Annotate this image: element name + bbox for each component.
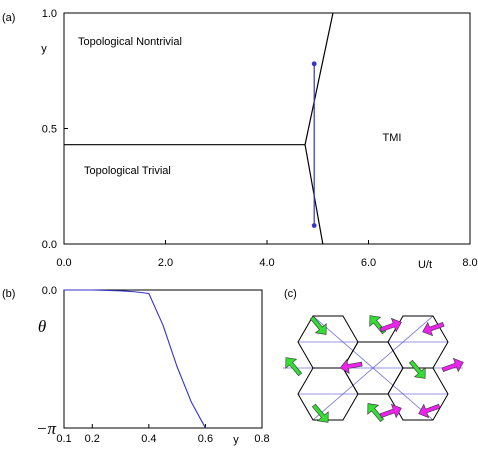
lattice-hexagon: [387, 367, 449, 421]
spin-arrow-shape: [339, 358, 363, 375]
theta-vs-y-line: [64, 289, 206, 429]
theta-y-tick-label: 0.0: [42, 285, 57, 297]
phase-x-tick-label: 2.0: [158, 257, 173, 269]
theta-x-tick-label: 0.4: [141, 433, 156, 445]
phase-x-tick-label: 8.0: [462, 257, 477, 269]
phase-diagram: y U/t Topological Nontrivial Topological…: [41, 8, 477, 271]
spin-arrow: [418, 403, 441, 419]
scan-line-marker: [311, 61, 317, 67]
theta-x-tick-label: 0.6: [198, 433, 213, 445]
phase-x-tick-label: 6.0: [361, 257, 376, 269]
spin-arrow: [339, 358, 363, 375]
spin-arrow: [369, 315, 387, 335]
spin-arrow: [422, 321, 445, 337]
spin-arrow-shape: [422, 321, 445, 337]
spin-arrow: [285, 357, 303, 377]
spin-arrow-shape: [309, 315, 327, 335]
panel-b-label: (b): [2, 288, 15, 300]
phase-y-tick-label: 1.0: [42, 8, 57, 20]
phase-x-tick-label: 4.0: [259, 257, 274, 269]
spin-arrow-shape: [311, 403, 329, 423]
spin-arrow-shape: [379, 403, 402, 419]
spin-arrow: [379, 403, 402, 419]
spin-arrow: [379, 317, 402, 333]
theta-plot: θ y 0.1 0.2 0.4 0.6 0.8 0.0 −π: [36, 285, 270, 446]
region-label-nontrivial: Topological Nontrivial: [78, 36, 182, 48]
phase-x-tick-label: 0.0: [56, 257, 71, 269]
lattice-diagram: [283, 315, 464, 423]
spin-arrow-shape: [285, 357, 303, 377]
spin-arrow: [311, 403, 329, 423]
region-label-trivial: Topological Trivial: [84, 165, 171, 177]
spin-arrow: [408, 359, 426, 379]
theta-plot-frame: [63, 289, 263, 429]
theta-plot-y-axis-label: θ: [38, 317, 46, 336]
phase-y-tick-label: 0.0: [42, 239, 57, 251]
spin-arrow-shape: [418, 403, 441, 419]
phase-y-tick-label: 0.5: [42, 124, 57, 136]
panel-c-label: (c): [284, 288, 297, 300]
theta-x-tick-label: 0.2: [85, 433, 100, 445]
scan-line-marker: [311, 223, 317, 228]
theta-x-tick-label: 0.1: [56, 433, 71, 445]
upper-boundary-line: [304, 12, 334, 145]
spin-arrow-shape: [441, 357, 464, 373]
spin-arrow-shape: [408, 359, 426, 379]
spin-arrow-shape: [367, 403, 385, 423]
region-label-tmi: TMI: [383, 132, 402, 144]
spin-arrow: [309, 315, 327, 335]
spin-arrow-shape: [379, 317, 402, 333]
spin-arrow: [367, 403, 385, 423]
phase-diagram-x-axis-label: U/t: [418, 259, 432, 271]
spin-arrow-shape: [369, 315, 387, 335]
theta-x-tick-label: 0.8: [254, 433, 269, 445]
theta-y-tick-label: −π: [36, 419, 56, 438]
spin-arrow: [441, 357, 464, 373]
theta-plot-x-axis-label: y: [233, 434, 239, 446]
phase-diagram-y-axis-label: y: [41, 43, 47, 55]
panel-a-label: (a): [2, 12, 15, 24]
